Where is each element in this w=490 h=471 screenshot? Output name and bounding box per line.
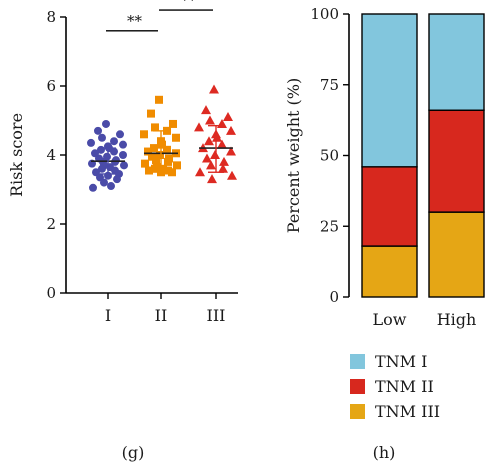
data-point xyxy=(87,138,95,147)
data-point xyxy=(151,164,159,173)
significance-marker: ** xyxy=(181,0,197,9)
data-point xyxy=(113,175,121,184)
data-point xyxy=(168,168,176,177)
data-point xyxy=(173,161,181,170)
x-tick-label: High xyxy=(437,310,477,329)
data-point xyxy=(110,137,118,146)
data-point xyxy=(89,183,97,192)
data-point xyxy=(206,160,216,170)
y-tick-label: 75 xyxy=(320,76,339,94)
data-point xyxy=(119,140,127,149)
y-tick-label: 100 xyxy=(310,5,339,23)
data-point xyxy=(219,156,229,166)
data-point xyxy=(144,147,152,156)
bar-segment xyxy=(428,109,485,213)
data-point xyxy=(152,156,160,165)
legend-label: TNM I xyxy=(375,352,427,371)
legend-swatch xyxy=(350,404,365,419)
data-point xyxy=(100,178,108,187)
data-point xyxy=(207,174,217,184)
data-point xyxy=(145,166,153,175)
data-point xyxy=(202,153,212,163)
bar-segment xyxy=(361,166,418,247)
bar-segment xyxy=(361,13,418,168)
data-point xyxy=(205,115,215,125)
data-point xyxy=(212,132,222,142)
bar-segment xyxy=(428,13,485,111)
data-point xyxy=(158,140,166,149)
data-point xyxy=(98,133,106,142)
data-point xyxy=(141,159,149,168)
panel-label-g: (g) xyxy=(122,443,145,462)
data-point xyxy=(226,146,236,156)
data-point xyxy=(227,170,237,180)
x-tick-label: Low xyxy=(373,310,407,329)
data-point xyxy=(107,182,115,191)
data-point xyxy=(150,144,158,153)
data-point xyxy=(209,84,219,94)
y-axis-label: Risk score xyxy=(7,113,26,197)
data-point xyxy=(210,150,220,159)
data-point xyxy=(172,133,180,142)
y-tick-label: 25 xyxy=(320,217,339,235)
x-tick-label: III xyxy=(207,306,226,325)
data-point xyxy=(169,119,177,128)
y-tick-label: 2 xyxy=(46,215,56,233)
data-point xyxy=(151,123,159,132)
legend-label: TNM II xyxy=(375,377,434,396)
legend-swatch xyxy=(350,354,365,369)
bar-segment xyxy=(428,211,485,298)
data-point xyxy=(155,95,163,104)
legend-label: TNM III xyxy=(375,402,440,421)
panel-label-h: (h) xyxy=(373,443,396,462)
data-point xyxy=(120,161,128,170)
data-point xyxy=(94,126,102,135)
data-point xyxy=(98,164,106,173)
y-tick-label: 0 xyxy=(329,288,339,306)
data-point xyxy=(110,147,118,156)
x-tick-label: II xyxy=(155,306,168,325)
data-point xyxy=(201,105,211,115)
data-point xyxy=(194,122,204,132)
significance-marker: ** xyxy=(127,12,143,30)
tnm-legend: TNM I TNM II TNM III xyxy=(350,352,440,421)
data-point xyxy=(156,151,164,159)
data-point xyxy=(147,109,155,118)
data-point xyxy=(102,119,110,128)
data-point xyxy=(116,130,124,139)
data-point xyxy=(223,112,233,122)
data-point xyxy=(163,145,171,154)
data-point xyxy=(157,168,165,177)
legend-swatch xyxy=(350,379,365,394)
y-tick-label: 0 xyxy=(46,284,56,302)
y-tick-label: 8 xyxy=(46,8,56,26)
y-axis-label: Percent weight (%) xyxy=(284,78,303,233)
data-point xyxy=(217,139,227,149)
y-tick-label: 4 xyxy=(46,146,56,164)
y-tick-label: 6 xyxy=(46,77,56,95)
data-point xyxy=(204,136,214,146)
y-tick-label: 50 xyxy=(320,147,339,165)
percent-weight-stacked-bar-chart: Low High 0 25 50 75 100 Percent weight (%) xyxy=(284,5,485,329)
data-point xyxy=(218,163,228,173)
data-point xyxy=(119,151,127,159)
bar-segment xyxy=(361,245,418,298)
data-point xyxy=(140,130,148,139)
data-point xyxy=(195,167,205,177)
data-point xyxy=(164,157,172,166)
x-tick-label: I xyxy=(105,306,111,325)
data-point xyxy=(226,125,236,135)
